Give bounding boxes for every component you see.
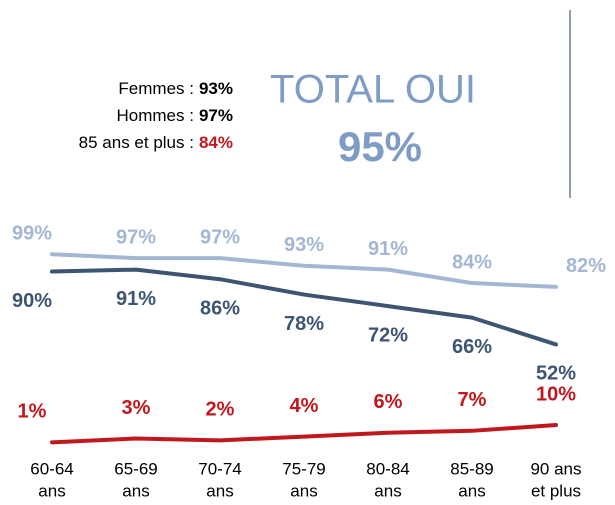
annotation-value: 84%	[199, 133, 233, 152]
data-label: 52%	[536, 363, 576, 385]
data-label: 7%	[458, 389, 487, 411]
data-label: 82%	[566, 255, 606, 277]
x-tick-label: 75-79	[282, 459, 325, 478]
data-label: 10%	[536, 383, 576, 405]
x-tick-label: et plus	[531, 481, 581, 500]
data-label: 97%	[200, 226, 240, 248]
x-tick-label: ans	[374, 481, 401, 500]
data-label: 99%	[12, 223, 52, 245]
annotation-label: 85 ans et plus :	[79, 133, 194, 152]
annotation-value: 97%	[199, 106, 233, 125]
annotation: Hommes : 97%	[117, 106, 234, 125]
x-tick-label: 65-69	[114, 459, 157, 478]
data-label: 1%	[18, 401, 47, 423]
x-tick-label: 60-64	[30, 459, 73, 478]
annotation: 85 ans et plus : 84%	[79, 133, 233, 152]
data-label: 93%	[284, 234, 324, 256]
data-label: 84%	[452, 251, 492, 273]
data-label: 6%	[374, 391, 403, 413]
data-label: 2%	[206, 399, 235, 421]
data-label: 3%	[122, 397, 151, 419]
annotation-label: Hommes :	[117, 106, 194, 125]
x-tick-label: ans	[290, 481, 317, 500]
data-label: 66%	[452, 336, 492, 358]
x-tick-label: ans	[38, 481, 65, 500]
x-tick-label: ans	[206, 481, 233, 500]
x-tick-label: 80-84	[366, 459, 409, 478]
total-label: TOTAL OUI	[270, 68, 476, 112]
series-line	[50, 423, 558, 445]
annotation-label: Femmes :	[118, 79, 194, 98]
x-tick-label: 90 ans	[530, 459, 581, 478]
data-label: 91%	[368, 238, 408, 260]
data-label: 4%	[290, 395, 319, 417]
data-label: 78%	[284, 313, 324, 335]
annotation: Femmes : 93%	[118, 79, 233, 98]
total-value: 95%	[338, 123, 422, 170]
annotation-value: 93%	[199, 79, 233, 98]
x-tick-label: ans	[458, 481, 485, 500]
data-label: 72%	[368, 324, 408, 346]
x-tick-label: ans	[122, 481, 149, 500]
data-label: 97%	[116, 226, 156, 248]
series-line	[50, 267, 558, 347]
x-tick-label: 85-89	[450, 459, 493, 478]
x-tick-label: 70-74	[198, 459, 241, 478]
data-label: 90%	[12, 290, 52, 312]
series-line	[50, 252, 558, 289]
data-label: 91%	[116, 288, 156, 310]
data-label: 86%	[200, 297, 240, 319]
